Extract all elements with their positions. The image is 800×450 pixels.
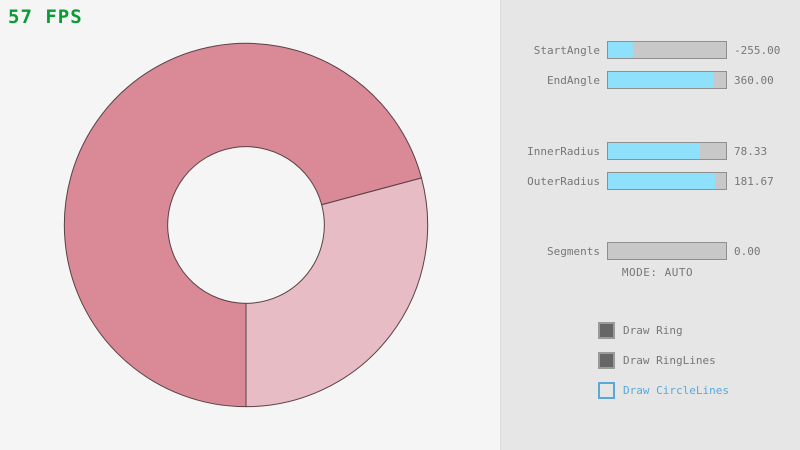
slider-track-endangle[interactable] — [607, 71, 727, 89]
slider-label-startangle: StartAngle — [533, 43, 600, 57]
checkbox-row-draw-ringlines[interactable]: Draw RingLines — [598, 351, 716, 369]
slider-value-segments: 0.00 — [734, 244, 761, 258]
slider-track-segments[interactable] — [607, 242, 727, 260]
checkbox-row-draw-ring[interactable]: Draw Ring — [598, 321, 683, 339]
slider-track-outerradius[interactable] — [607, 172, 727, 190]
control-panel: StartAngle -255.00 EndAngle 360.00 Inner… — [501, 0, 800, 450]
checkbox-draw-circlelines[interactable] — [598, 381, 615, 399]
slider-fill-innerradius — [608, 143, 701, 159]
checkbox-label-draw-ring: Draw Ring — [623, 323, 683, 337]
slider-value-startangle: -255.00 — [734, 43, 781, 57]
slider-fill-endangle — [608, 72, 714, 88]
slider-value-endangle: 360.00 — [734, 73, 774, 87]
slider-track-startangle[interactable] — [607, 41, 727, 59]
slider-value-outerradius: 181.67 — [734, 174, 774, 188]
slider-row-startangle[interactable]: StartAngle -255.00 — [501, 40, 800, 60]
fps-counter: 57 FPS — [8, 6, 83, 28]
slider-label-outerradius: OuterRadius — [527, 174, 600, 188]
slider-fill-startangle — [608, 42, 633, 58]
segment-light — [245, 177, 429, 408]
slider-label-innerradius: InnerRadius — [527, 144, 600, 158]
render-canvas[interactable]: 57 FPS — [0, 0, 500, 450]
mode-status-text: MODE: AUTO — [621, 266, 694, 279]
slider-row-innerradius[interactable]: InnerRadius 78.33 — [501, 141, 800, 161]
slider-value-innerradius: 78.33 — [734, 144, 768, 158]
slider-fill-outerradius — [608, 173, 716, 189]
donut-chart — [63, 42, 429, 408]
slider-label-endangle: EndAngle — [547, 73, 600, 87]
slider-label-segments: Segments — [547, 244, 600, 258]
slider-track-innerradius[interactable] — [607, 142, 727, 160]
checkbox-draw-ringlines[interactable] — [598, 351, 615, 369]
checkbox-row-draw-circlelines[interactable]: Draw CircleLines — [598, 381, 729, 399]
checkbox-label-draw-circlelines: Draw CircleLines — [623, 383, 729, 397]
slider-row-outerradius[interactable]: OuterRadius 181.67 — [501, 171, 800, 191]
slider-row-endangle[interactable]: EndAngle 360.00 — [501, 70, 800, 90]
checkbox-label-draw-ringlines: Draw RingLines — [623, 353, 716, 367]
panel-divider — [500, 0, 501, 450]
segment-dark — [63, 42, 423, 408]
checkbox-draw-ring[interactable] — [598, 321, 615, 339]
slider-row-segments[interactable]: Segments 0.00 — [501, 241, 800, 261]
